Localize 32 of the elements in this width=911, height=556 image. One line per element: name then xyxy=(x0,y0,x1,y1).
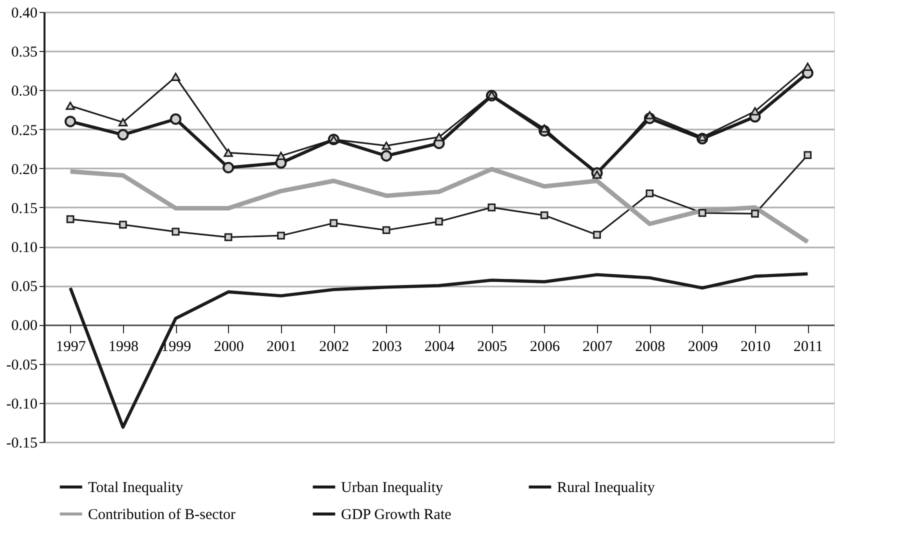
y-tick-label: 0.35 xyxy=(11,44,38,61)
x-tick-label: 2003 xyxy=(372,339,402,356)
y-tick-label: -0.05 xyxy=(6,357,38,374)
x-tick-label: 2004 xyxy=(424,339,455,356)
y-tick-label: 0.25 xyxy=(11,122,38,139)
x-tick-label: 2011 xyxy=(793,339,823,356)
legend-label: Rural Inequality xyxy=(557,480,656,496)
x-tick-label: 2006 xyxy=(530,339,560,356)
x-tick-label: 1998 xyxy=(108,339,138,356)
legend-label: GDP Growth Rate xyxy=(341,507,452,523)
y-tick-label: 0.05 xyxy=(11,279,38,296)
x-tick-label: 2002 xyxy=(319,339,350,356)
x-tick-label: 1999 xyxy=(161,339,192,356)
x-tick-label: 2005 xyxy=(477,339,508,356)
y-tick-label: 0.10 xyxy=(11,240,38,256)
x-tick-label: 2009 xyxy=(688,339,718,356)
x-tick-label: 2010 xyxy=(740,339,770,356)
y-tick-label: 0.15 xyxy=(11,200,38,217)
x-tick-label: 2001 xyxy=(266,339,296,356)
y-tick-label: -0.10 xyxy=(6,396,38,412)
x-tick-label: 2007 xyxy=(582,339,613,356)
y-tick-label: 0.40 xyxy=(11,6,38,22)
x-tick-label: 1997 xyxy=(56,339,86,356)
y-tick-label: 0.20 xyxy=(11,162,38,178)
legend-label: Urban Inequality xyxy=(341,480,444,496)
legend-label: Contribution of B-sector xyxy=(88,507,236,523)
x-tick-label: 2000 xyxy=(214,339,244,356)
y-tick-label: 0.30 xyxy=(11,84,38,100)
y-tick-label: 0.00 xyxy=(11,318,38,334)
legend-label: Total Inequality xyxy=(88,480,184,496)
x-tick-label: 2008 xyxy=(635,339,666,356)
y-tick-label: -0.15 xyxy=(6,436,38,452)
